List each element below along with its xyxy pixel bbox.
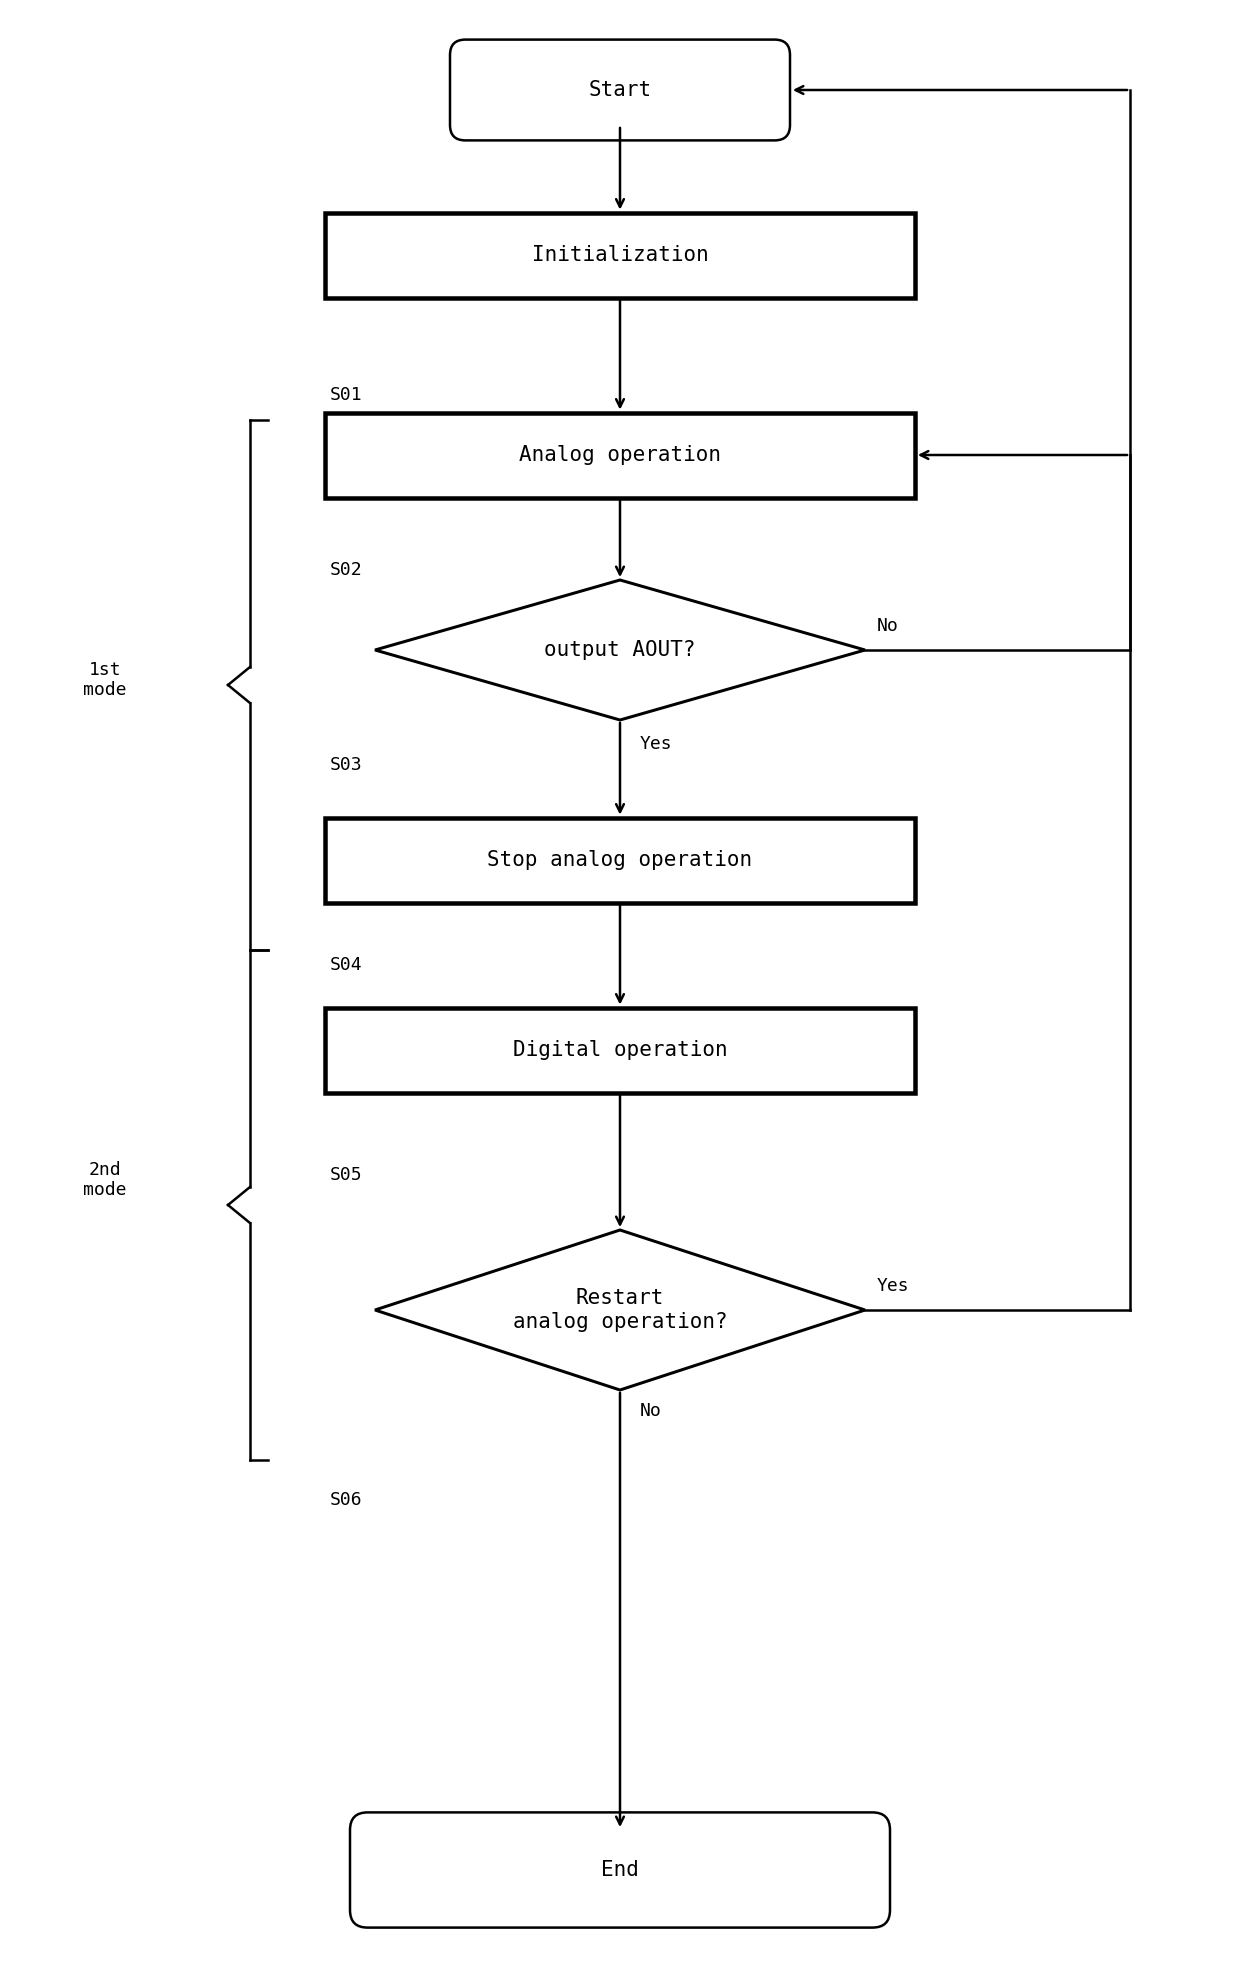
Bar xyxy=(325,1007,915,1092)
FancyBboxPatch shape xyxy=(350,1813,890,1928)
Text: S05: S05 xyxy=(330,1166,362,1184)
Bar xyxy=(325,413,915,498)
Text: S03: S03 xyxy=(330,757,362,775)
Text: No: No xyxy=(640,1402,662,1420)
Bar xyxy=(325,213,915,298)
Polygon shape xyxy=(374,580,866,721)
Text: No: No xyxy=(877,618,899,636)
Text: Stop analog operation: Stop analog operation xyxy=(487,850,753,870)
Text: Analog operation: Analog operation xyxy=(520,445,720,465)
FancyBboxPatch shape xyxy=(450,40,790,141)
Text: Digital operation: Digital operation xyxy=(512,1041,728,1061)
Text: S06: S06 xyxy=(330,1491,362,1509)
Text: output AOUT?: output AOUT? xyxy=(544,639,696,659)
Text: S04: S04 xyxy=(330,955,362,973)
Text: End: End xyxy=(601,1861,639,1881)
Text: Initialization: Initialization xyxy=(532,244,708,264)
Polygon shape xyxy=(374,1229,866,1390)
Text: S02: S02 xyxy=(330,560,362,580)
Text: Restart
analog operation?: Restart analog operation? xyxy=(512,1289,728,1331)
Text: Start: Start xyxy=(589,79,651,99)
Text: Yes: Yes xyxy=(640,735,672,753)
Text: Yes: Yes xyxy=(877,1277,910,1295)
Text: 1st
mode: 1st mode xyxy=(83,661,126,699)
Bar xyxy=(325,818,915,902)
Text: S01: S01 xyxy=(330,385,362,403)
Text: 2nd
mode: 2nd mode xyxy=(83,1160,126,1200)
